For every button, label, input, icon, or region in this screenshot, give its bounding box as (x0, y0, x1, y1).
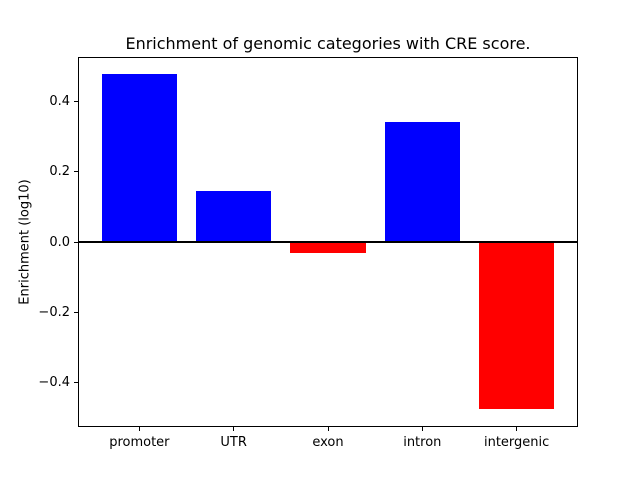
y-tick-mark (74, 382, 78, 384)
chart-title: Enrichment of genomic categories with CR… (125, 34, 531, 53)
y-tick-label: 0.0 (49, 234, 70, 250)
y-tick-mark (74, 171, 78, 173)
y-tick-mark (74, 100, 78, 102)
bar-promoter (101, 73, 178, 242)
x-tick-label: intron (403, 435, 442, 450)
y-tick-label: −0.2 (38, 304, 70, 320)
x-tick-mark (421, 427, 423, 431)
x-tick-mark (233, 427, 235, 431)
bar-intergenic (478, 242, 555, 410)
y-tick-mark (74, 311, 78, 313)
bar-UTR (195, 190, 272, 242)
plot-area: −0.4 −0.2 0.0 0.2 0.4 promoter UTR exon intron in… (38, 57, 578, 450)
y-tick-mark (74, 241, 78, 243)
x-tick-label: promoter (109, 435, 170, 450)
zero-line (79, 241, 577, 243)
x-tick-label: exon (312, 435, 344, 450)
x-tick-mark (516, 427, 518, 431)
y-tick-label: 0.4 (49, 93, 70, 109)
x-tick-label: intergenic (483, 435, 550, 450)
x-tick-mark (327, 427, 329, 431)
y-tick-label: −0.4 (38, 375, 70, 391)
y-tick-label: 0.2 (49, 164, 70, 180)
bar-intron (384, 122, 461, 242)
x-tick-label: UTR (220, 435, 247, 450)
bar-exon (290, 242, 366, 253)
x-tick-mark (138, 427, 140, 431)
